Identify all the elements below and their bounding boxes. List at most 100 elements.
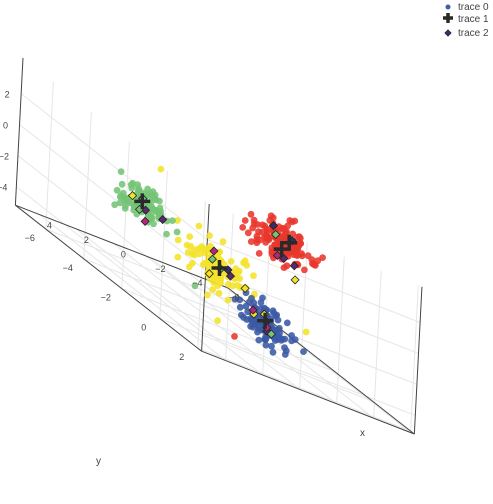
point-blue[interactable] — [288, 337, 295, 345]
trace-2-diamond[interactable] — [290, 275, 300, 285]
point-blue[interactable] — [255, 336, 263, 344]
trace-2-diamond[interactable] — [158, 214, 168, 225]
trace-1-markers[interactable] — [134, 193, 298, 329]
point-yellow[interactable] — [183, 241, 191, 249]
point-blue[interactable] — [257, 299, 265, 306]
point-yellow[interactable] — [240, 259, 248, 267]
trace-1-cross[interactable] — [211, 260, 228, 276]
legend-item-trace-2[interactable]: trace 2 — [443, 28, 489, 39]
point-red[interactable] — [250, 216, 258, 224]
trace-2-diamond[interactable] — [140, 216, 150, 226]
point-blue[interactable] — [275, 324, 283, 332]
point-red[interactable] — [314, 257, 322, 265]
point-yellow[interactable] — [236, 275, 244, 282]
point-yellow[interactable] — [224, 296, 232, 304]
trace-2-diamond[interactable] — [248, 305, 258, 315]
point-yellow[interactable] — [174, 236, 182, 244]
point-green[interactable] — [129, 179, 137, 187]
point-blue[interactable] — [262, 341, 270, 349]
trace-2-diamond[interactable] — [266, 329, 276, 339]
point-green[interactable] — [113, 186, 121, 194]
point-yellow[interactable] — [174, 253, 182, 261]
point-blue[interactable] — [236, 303, 244, 311]
point-red[interactable] — [294, 246, 301, 253]
point-blue[interactable] — [249, 320, 256, 328]
point-outlier[interactable] — [214, 317, 222, 324]
point-blue[interactable] — [274, 316, 282, 324]
point-yellow[interactable] — [209, 286, 217, 293]
point-yellow[interactable] — [195, 222, 203, 230]
point-red[interactable] — [247, 238, 255, 246]
point-yellow[interactable] — [250, 272, 257, 280]
point-red[interactable] — [247, 210, 255, 218]
point-blue[interactable] — [269, 348, 277, 356]
point-blue[interactable] — [242, 302, 250, 310]
point-green[interactable] — [163, 230, 170, 238]
trace-2-diamond[interactable] — [225, 271, 236, 281]
point-red[interactable] — [269, 214, 277, 222]
trace-2-diamond[interactable] — [209, 246, 219, 256]
trace-1-cross[interactable] — [134, 193, 151, 210]
point-red[interactable] — [255, 250, 263, 257]
point-red[interactable] — [271, 242, 278, 249]
trace-2-diamond[interactable] — [204, 269, 214, 279]
point-red[interactable] — [244, 229, 252, 237]
point-blue[interactable] — [278, 336, 285, 344]
trace-2-diamond[interactable] — [268, 221, 279, 231]
point-red[interactable] — [256, 236, 264, 244]
point-red[interactable] — [295, 233, 303, 241]
point-yellow[interactable] — [201, 259, 208, 267]
point-yellow[interactable] — [197, 244, 205, 252]
trace-1-cross[interactable] — [281, 234, 298, 251]
point-red[interactable] — [263, 234, 270, 242]
trace-2-diamond[interactable] — [240, 283, 250, 293]
point-red[interactable] — [241, 217, 249, 224]
point-yellow[interactable] — [215, 289, 223, 297]
point-blue[interactable] — [231, 295, 239, 303]
point-blue[interactable] — [273, 311, 281, 319]
trace-2-markers[interactable] — [127, 191, 300, 339]
legend[interactable]: trace 0 trace 1 trace 2 — [443, 2, 489, 39]
legend-item-trace-0[interactable]: trace 0 — [445, 2, 490, 13]
point-red[interactable] — [261, 222, 269, 230]
point-red[interactable] — [298, 252, 306, 260]
point-blue[interactable] — [283, 319, 291, 327]
point-green[interactable] — [152, 195, 159, 203]
point-blue[interactable] — [268, 342, 275, 350]
point-red[interactable] — [288, 218, 296, 226]
trace-1-cross[interactable] — [257, 312, 274, 329]
point-red[interactable] — [283, 262, 291, 270]
point-red[interactable] — [283, 228, 290, 236]
point-red[interactable] — [290, 251, 298, 259]
point-yellow[interactable] — [184, 249, 192, 256]
point-red[interactable] — [297, 240, 304, 247]
point-yellow[interactable] — [206, 232, 213, 240]
point-green[interactable] — [147, 190, 154, 197]
point-yellow[interactable] — [227, 258, 235, 265]
point-blue[interactable] — [282, 347, 290, 355]
point-green[interactable] — [146, 213, 154, 221]
point-outlier[interactable] — [231, 333, 238, 340]
point-green[interactable] — [122, 196, 130, 204]
point-outlier[interactable] — [191, 282, 199, 290]
point-yellow[interactable] — [186, 233, 194, 241]
point-yellow[interactable] — [216, 248, 223, 256]
trace-2-diamond[interactable] — [127, 191, 138, 201]
point-green[interactable] — [150, 220, 157, 228]
point-outlier[interactable] — [157, 165, 165, 173]
point-green[interactable] — [111, 201, 119, 209]
point-red[interactable] — [255, 228, 262, 236]
point-red[interactable] — [239, 224, 247, 231]
point-red[interactable] — [301, 266, 308, 274]
point-yellow[interactable] — [174, 217, 181, 224]
trace-2-diamond[interactable] — [207, 254, 217, 264]
point-green[interactable] — [169, 217, 176, 225]
point-blue[interactable] — [248, 295, 255, 302]
point-green[interactable] — [156, 204, 164, 212]
point-blue[interactable] — [300, 348, 307, 355]
trace-2-diamond[interactable] — [271, 229, 281, 240]
point-yellow[interactable] — [219, 238, 227, 246]
point-blue[interactable] — [243, 316, 251, 323]
point-red[interactable] — [289, 230, 297, 238]
point-yellow[interactable] — [229, 282, 237, 290]
